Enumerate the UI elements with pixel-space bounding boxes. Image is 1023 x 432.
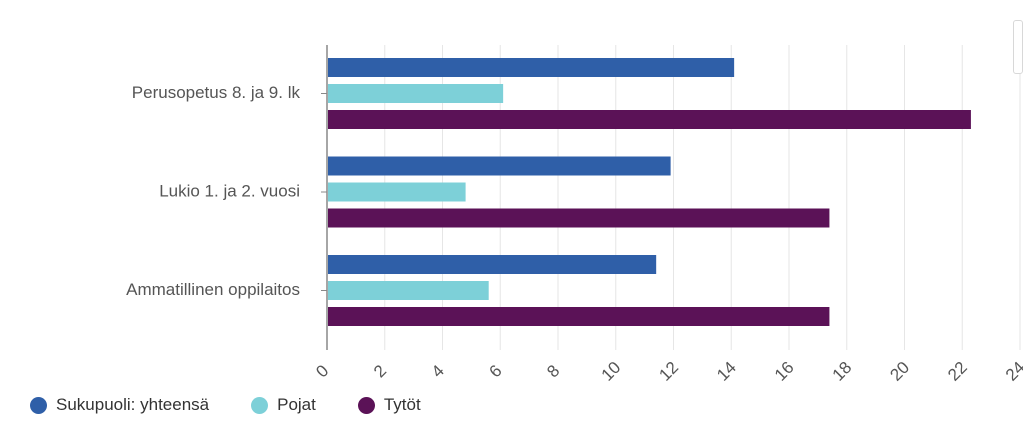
legend-item[interactable]: Pojat <box>251 395 316 415</box>
category-label: Perusopetus 8. ja 9. lk <box>132 83 301 102</box>
legend-label: Tytöt <box>383 395 421 414</box>
bars <box>328 58 971 326</box>
x-tick-label: 16 <box>771 358 798 385</box>
category-label: Lukio 1. ja 2. vuosi <box>159 181 300 200</box>
scrollbar-edge[interactable] <box>1013 20 1023 74</box>
legend-item[interactable]: Tytöt <box>357 395 421 415</box>
x-tick-label: 12 <box>655 358 682 385</box>
legend-label: Sukupuoli: yhteensä <box>56 395 210 414</box>
bar[interactable] <box>328 84 504 103</box>
x-tick-label: 2 <box>370 361 390 381</box>
legend-marker <box>357 396 375 414</box>
axes <box>321 45 328 350</box>
x-tick-label: 24 <box>1002 358 1023 385</box>
x-tick-label: 6 <box>485 361 505 381</box>
category-label: Ammatillinen oppilaitos <box>126 280 300 299</box>
bar[interactable] <box>328 110 971 129</box>
bar[interactable] <box>328 156 671 176</box>
bar[interactable] <box>328 281 489 300</box>
x-tick-label: 20 <box>886 358 913 385</box>
bar[interactable] <box>328 182 466 202</box>
bar[interactable] <box>328 208 830 228</box>
x-tick-label: 0 <box>312 361 332 381</box>
legend-label: Pojat <box>277 395 316 414</box>
legend-marker <box>251 396 269 414</box>
legend: Sukupuoli: yhteensä Pojat Tytöt <box>30 392 463 418</box>
bar[interactable] <box>328 307 830 326</box>
bar[interactable] <box>328 255 657 274</box>
x-tick-label: 18 <box>829 358 856 385</box>
x-tick-label: 22 <box>944 358 971 385</box>
x-tick-label: 14 <box>713 358 740 385</box>
x-tick-label: 8 <box>543 361 563 381</box>
x-tick-label: 10 <box>598 358 625 385</box>
x-tick-label: 4 <box>428 361 448 381</box>
legend-item[interactable]: Sukupuoli: yhteensä <box>30 395 209 415</box>
legend-marker <box>30 396 47 414</box>
bar[interactable] <box>328 58 735 77</box>
